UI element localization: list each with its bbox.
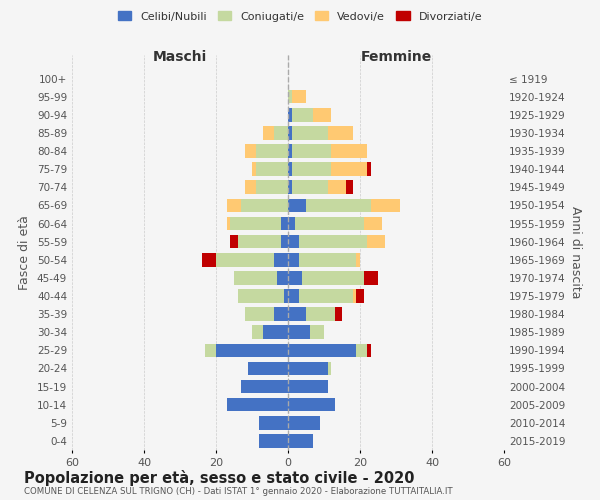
Bar bbox=[346, 180, 353, 194]
Bar bbox=[288, 216, 295, 230]
Text: COMUNE DI CELENZA SUL TRIGNO (CH) - Dati ISTAT 1° gennaio 2020 - Elaborazione TU: COMUNE DI CELENZA SUL TRIGNO (CH) - Dati… bbox=[24, 486, 452, 496]
Bar bbox=[295, 216, 364, 230]
Bar bbox=[238, 289, 284, 303]
Bar bbox=[256, 144, 288, 158]
Bar bbox=[252, 326, 263, 339]
Bar bbox=[335, 308, 342, 321]
Bar bbox=[288, 198, 306, 212]
Text: Femmine: Femmine bbox=[361, 50, 431, 64]
Bar bbox=[299, 289, 353, 303]
Bar bbox=[202, 253, 216, 266]
Bar bbox=[299, 253, 356, 266]
Bar bbox=[288, 271, 302, 284]
Bar bbox=[313, 108, 331, 122]
Bar bbox=[284, 289, 288, 303]
Bar bbox=[292, 90, 306, 104]
Bar bbox=[328, 180, 346, 194]
Bar bbox=[245, 144, 256, 158]
Bar bbox=[274, 126, 288, 140]
Bar bbox=[367, 162, 371, 176]
Bar bbox=[364, 216, 382, 230]
Bar bbox=[292, 180, 328, 194]
Bar bbox=[288, 126, 292, 140]
Bar bbox=[356, 289, 364, 303]
Bar bbox=[288, 144, 292, 158]
Bar bbox=[252, 162, 256, 176]
Bar bbox=[245, 180, 256, 194]
Bar bbox=[216, 344, 288, 357]
Bar bbox=[216, 253, 274, 266]
Bar bbox=[288, 362, 328, 376]
Bar bbox=[230, 235, 238, 248]
Bar bbox=[248, 362, 288, 376]
Bar bbox=[288, 416, 320, 430]
Text: Maschi: Maschi bbox=[153, 50, 207, 64]
Bar bbox=[371, 198, 400, 212]
Bar bbox=[288, 180, 292, 194]
Bar bbox=[238, 235, 281, 248]
Bar bbox=[299, 235, 367, 248]
Bar bbox=[288, 344, 356, 357]
Bar bbox=[356, 344, 367, 357]
Bar bbox=[331, 162, 367, 176]
Bar bbox=[288, 108, 292, 122]
Bar bbox=[281, 216, 288, 230]
Bar bbox=[241, 380, 288, 394]
Bar bbox=[292, 108, 313, 122]
Bar bbox=[306, 198, 371, 212]
Bar bbox=[256, 180, 288, 194]
Bar bbox=[241, 198, 288, 212]
Bar bbox=[277, 271, 288, 284]
Bar bbox=[274, 308, 288, 321]
Bar bbox=[292, 144, 331, 158]
Bar bbox=[263, 326, 288, 339]
Bar bbox=[353, 289, 356, 303]
Bar bbox=[227, 216, 230, 230]
Bar bbox=[364, 271, 378, 284]
Bar bbox=[331, 144, 367, 158]
Bar bbox=[288, 308, 306, 321]
Text: Popolazione per età, sesso e stato civile - 2020: Popolazione per età, sesso e stato civil… bbox=[24, 470, 415, 486]
Bar bbox=[328, 362, 331, 376]
Bar bbox=[288, 326, 310, 339]
Bar bbox=[205, 344, 216, 357]
Bar bbox=[256, 162, 288, 176]
Bar bbox=[259, 416, 288, 430]
Bar bbox=[288, 380, 328, 394]
Bar bbox=[288, 235, 299, 248]
Bar bbox=[245, 308, 274, 321]
Bar bbox=[306, 308, 335, 321]
Bar bbox=[292, 162, 331, 176]
Bar bbox=[302, 271, 364, 284]
Bar bbox=[310, 326, 324, 339]
Bar bbox=[227, 398, 288, 411]
Bar bbox=[263, 126, 274, 140]
Bar bbox=[274, 253, 288, 266]
Bar bbox=[328, 126, 353, 140]
Bar bbox=[292, 126, 328, 140]
Bar bbox=[288, 253, 299, 266]
Bar bbox=[288, 434, 313, 448]
Bar bbox=[227, 198, 241, 212]
Bar bbox=[259, 434, 288, 448]
Bar bbox=[367, 344, 371, 357]
Bar bbox=[281, 235, 288, 248]
Bar bbox=[288, 90, 292, 104]
Bar bbox=[288, 289, 299, 303]
Bar bbox=[356, 253, 360, 266]
Legend: Celibi/Nubili, Coniugati/e, Vedovi/e, Divorziati/e: Celibi/Nubili, Coniugati/e, Vedovi/e, Di… bbox=[112, 6, 488, 27]
Bar bbox=[367, 235, 385, 248]
Bar bbox=[288, 398, 335, 411]
Bar bbox=[234, 271, 277, 284]
Y-axis label: Anni di nascita: Anni di nascita bbox=[569, 206, 582, 298]
Bar bbox=[230, 216, 281, 230]
Y-axis label: Fasce di età: Fasce di età bbox=[19, 215, 31, 290]
Bar bbox=[288, 162, 292, 176]
